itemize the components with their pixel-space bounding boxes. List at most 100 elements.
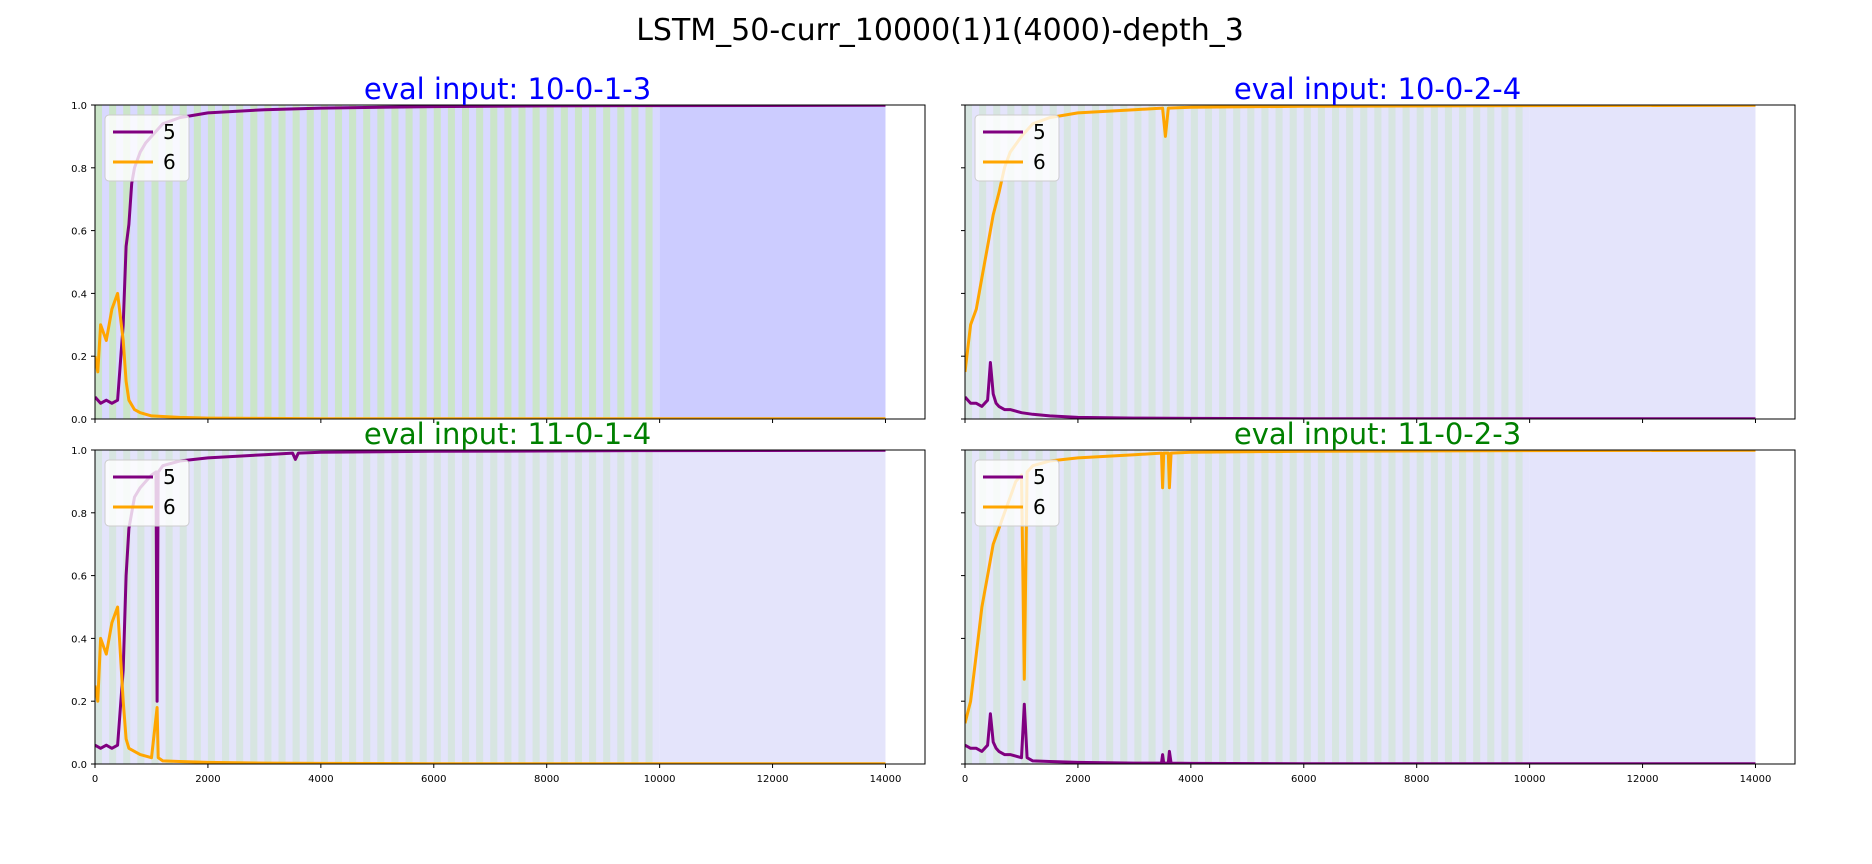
- band-stripe: [419, 105, 427, 419]
- band-stripe: [979, 105, 987, 419]
- band-stripe: [1317, 105, 1325, 419]
- band-stripe: [1162, 450, 1170, 764]
- band-stripe: [363, 450, 371, 764]
- band-stripe: [1332, 450, 1340, 764]
- band-stripe: [1275, 450, 1283, 764]
- band-stripe: [532, 450, 540, 764]
- x-tick-label: 4000: [308, 774, 333, 785]
- band-stripe: [504, 105, 512, 419]
- band-stripe: [1473, 105, 1481, 419]
- band-stripe: [1473, 450, 1481, 764]
- band-stripe: [1374, 105, 1382, 419]
- band-stripe: [109, 105, 117, 419]
- legend-box: [104, 459, 190, 527]
- background-bands: [965, 450, 1756, 764]
- band-stripe: [334, 450, 343, 764]
- band-stripe: [1148, 450, 1156, 764]
- band-stripe: [1021, 105, 1029, 419]
- band-stripe: [95, 105, 103, 419]
- band-stripe: [222, 450, 230, 764]
- band-stripe: [1247, 450, 1255, 764]
- band-stripe: [1388, 105, 1396, 419]
- band-stripe: [1162, 105, 1170, 419]
- band-stripe: [518, 105, 526, 419]
- band-stripe: [617, 105, 625, 419]
- band-stripe: [193, 105, 201, 419]
- legend-label-6: 6: [1033, 495, 1046, 519]
- band-stripe: [1402, 450, 1410, 764]
- band-stripe: [1388, 450, 1396, 764]
- x-tick-label: 2000: [195, 774, 220, 785]
- band-stripe: [1501, 450, 1509, 764]
- y-tick-label: 0.2: [71, 697, 87, 708]
- y-tick-label: 0.4: [71, 289, 87, 300]
- band-stripe: [1459, 450, 1467, 764]
- band-stripe: [1261, 105, 1269, 419]
- band-stripe: [993, 105, 1001, 419]
- band-final: [1529, 450, 1756, 764]
- y-tick-label: 0.4: [71, 634, 87, 645]
- band-stripe: [165, 450, 173, 764]
- band-stripe: [589, 450, 597, 764]
- x-tick-label: 8000: [534, 774, 559, 785]
- band-stripe: [1134, 105, 1142, 419]
- y-tick-label: 0.8: [71, 164, 87, 175]
- series-line-5: [965, 702, 1756, 764]
- band-stripe: [137, 105, 145, 419]
- band-stripe: [1190, 105, 1198, 419]
- band-stripe: [1346, 450, 1354, 764]
- legend: 56: [104, 459, 190, 527]
- band-stripe: [490, 105, 498, 419]
- band-stripe: [1444, 105, 1452, 419]
- band-stripe: [1416, 105, 1424, 419]
- panel-title: eval input: 11-0-1-4: [364, 417, 651, 451]
- band-stripe: [1275, 105, 1283, 419]
- band-stripe: [546, 450, 554, 764]
- band-stripe: [292, 450, 300, 764]
- band-stripe: [1459, 105, 1467, 419]
- x-tick-label: 12000: [1627, 774, 1659, 785]
- axes-frame: [94, 104, 926, 420]
- band-stripe: [965, 450, 973, 764]
- band-stripe: [207, 105, 215, 419]
- band-final: [659, 450, 886, 764]
- band-stripe: [1176, 105, 1184, 419]
- band-stripe: [631, 105, 639, 419]
- band-stripe: [631, 450, 639, 764]
- y-tick-label: 0.6: [71, 227, 87, 238]
- band-stripe: [1120, 450, 1128, 764]
- band-stripe: [617, 450, 625, 764]
- band-stripe: [391, 105, 399, 419]
- band-stripe: [462, 105, 470, 419]
- band-stripe: [1303, 450, 1311, 764]
- series-line-6: [95, 605, 886, 764]
- band-stripe: [236, 105, 244, 419]
- band-stripe: [193, 450, 201, 764]
- band-stripe: [405, 450, 413, 764]
- band-stripe: [1035, 105, 1043, 419]
- legend: 56: [104, 114, 190, 182]
- band-final: [659, 105, 886, 419]
- band-stripe: [151, 105, 159, 419]
- band-stripe: [1289, 450, 1297, 764]
- band-stripe: [419, 450, 427, 764]
- band-stripe: [222, 105, 230, 419]
- band-stripe: [320, 450, 328, 764]
- band-stripe: [993, 450, 1001, 764]
- band-stripe: [1049, 450, 1057, 764]
- band-stripe: [95, 450, 103, 764]
- band-stripe: [1219, 450, 1227, 764]
- legend-label-5: 5: [163, 120, 176, 144]
- band-stripe: [123, 450, 131, 764]
- legend-label-6: 6: [1033, 150, 1046, 174]
- band-stripe: [250, 105, 258, 419]
- legend-label-5: 5: [163, 465, 176, 489]
- legend-label-5: 5: [1033, 120, 1046, 144]
- band-stripe: [1374, 450, 1382, 764]
- band-stripe: [137, 450, 145, 764]
- band-stripe: [1190, 450, 1198, 764]
- band-stripe: [1092, 450, 1100, 764]
